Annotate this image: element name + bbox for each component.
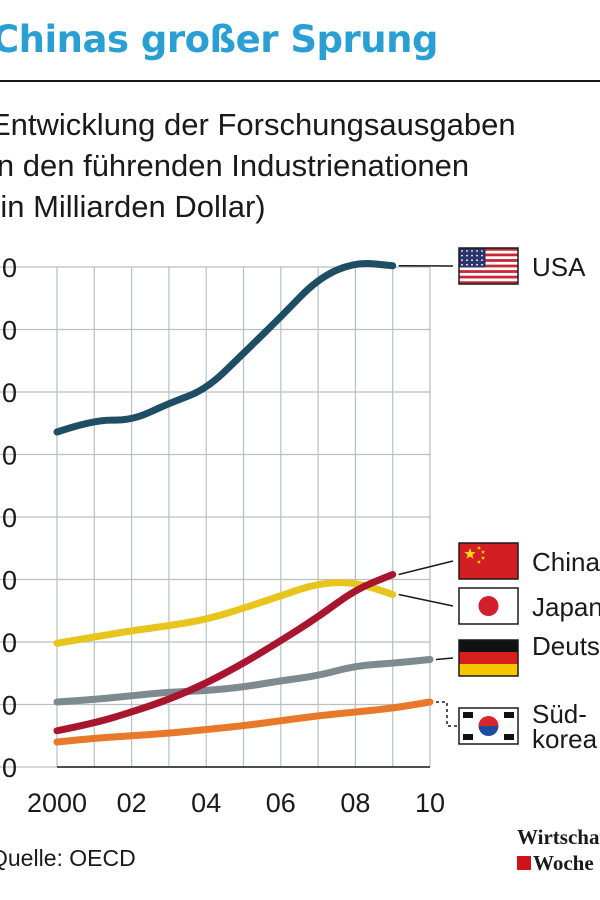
brand-line-1: Wirtschafts: [517, 825, 600, 849]
data-point: [56, 741, 58, 743]
leader-line-china: [398, 560, 454, 576]
y-tick-label: 0: [2, 691, 17, 721]
y-tick-label: 0: [2, 316, 17, 346]
data-point: [205, 619, 207, 620]
data-point: [168, 691, 170, 693]
data-point: [205, 729, 207, 730]
data-point: [392, 594, 394, 595]
leader-line-japan: [398, 593, 454, 607]
data-point: [56, 701, 58, 703]
legend-label-usa: USA: [532, 252, 586, 282]
data-point: [205, 389, 207, 390]
legend-label-deutschland: Deutschland: [532, 631, 600, 661]
data-point: [131, 695, 133, 697]
data-point: [168, 699, 170, 700]
x-tick-label: 04: [191, 788, 221, 818]
data-point: [354, 261, 356, 263]
data-point: [243, 725, 244, 727]
data-point: [392, 574, 394, 575]
legend-label-suedkorea: korea: [532, 724, 598, 754]
data-point: [317, 675, 319, 677]
y-tick-label: 0: [2, 378, 17, 408]
wirtschaftswoche-logo: Wirtschafts Woche: [517, 824, 600, 880]
data-point: [317, 582, 319, 584]
data-point: [429, 701, 431, 703]
data-point: [280, 640, 282, 642]
x-tick-label: 2000: [27, 788, 87, 818]
data-point: [243, 662, 244, 664]
source-note: Quelle: OECD: [0, 845, 136, 871]
data-point: [280, 720, 282, 722]
data-point: [56, 642, 58, 644]
y-tick-label: 0: [2, 253, 17, 283]
data-point: [131, 630, 133, 632]
data-point: [243, 607, 244, 609]
subtitle-line-2: in den führenden Industrienationen: [0, 148, 470, 183]
flag-suedkorea-icon: [458, 707, 519, 745]
data-point: [392, 265, 394, 267]
data-point: [56, 431, 58, 433]
series-line-usa: [53, 260, 397, 436]
data-point: [168, 732, 170, 734]
flag-japan-icon: [458, 587, 519, 625]
title-rule: [0, 80, 600, 82]
data-point: [168, 625, 170, 627]
legend-label-suedkorea: Süd-: [532, 699, 587, 729]
data-point: [131, 735, 133, 737]
data-point: [354, 665, 356, 667]
y-tick-label: 0: [2, 441, 17, 471]
data-point: [243, 352, 244, 354]
data-point: [354, 589, 356, 590]
chart-title: Chinas großer Sprung: [0, 18, 438, 61]
data-point: [354, 581, 356, 583]
data-point: [317, 715, 319, 717]
brand-square-icon: [517, 856, 531, 870]
data-point: [317, 616, 319, 618]
x-tick-label: 10: [415, 788, 445, 818]
data-point: [93, 699, 95, 700]
flag-china-icon: [458, 542, 519, 580]
data-point: [243, 686, 244, 688]
subtitle-line-1: Entwicklung der Forschungsausgaben: [0, 107, 516, 142]
x-tick-label: 08: [340, 788, 370, 818]
data-point: [392, 707, 394, 709]
data-point: [131, 420, 133, 422]
x-tick-label: 02: [117, 788, 147, 818]
y-tick-label: 0: [2, 503, 17, 533]
data-point: [93, 722, 95, 724]
data-point: [280, 595, 282, 597]
chart-subtitle: Entwicklung der Forschungsausgaben in de…: [0, 104, 516, 227]
data-point: [280, 316, 282, 318]
data-point: [280, 680, 282, 682]
y-tick-label: 0: [2, 566, 17, 596]
flag-deutschland-icon: [458, 639, 519, 677]
legend-label-china: China: [532, 547, 600, 577]
data-point: [317, 277, 319, 279]
data-point: [392, 662, 394, 664]
flag-usa-icon: [458, 247, 519, 285]
series-line-japan: [53, 579, 397, 647]
data-point: [205, 682, 207, 684]
subtitle-line-3: (in Milliarden Dollar): [0, 189, 266, 224]
data-point: [354, 711, 356, 713]
data-point: [429, 659, 431, 660]
leader-line-suedkorea: [436, 701, 459, 727]
data-point: [93, 737, 95, 739]
series-line-suedkorea: [53, 698, 434, 746]
x-tick-label: 06: [266, 788, 296, 818]
data-point: [168, 402, 170, 404]
data-point: [131, 711, 133, 713]
y-tick-label: 0: [2, 753, 17, 783]
series-line-china: [53, 571, 397, 735]
data-point: [93, 636, 95, 638]
series-line-deutschland: [53, 656, 434, 706]
data-point: [56, 730, 58, 732]
brand-line-2: Woche: [533, 851, 594, 875]
legend-label-japan: Japan: [532, 592, 600, 622]
leader-line-deutschland: [435, 657, 454, 661]
data-point: [205, 690, 207, 692]
y-tick-label: 0: [2, 628, 17, 658]
data-point: [93, 419, 95, 420]
